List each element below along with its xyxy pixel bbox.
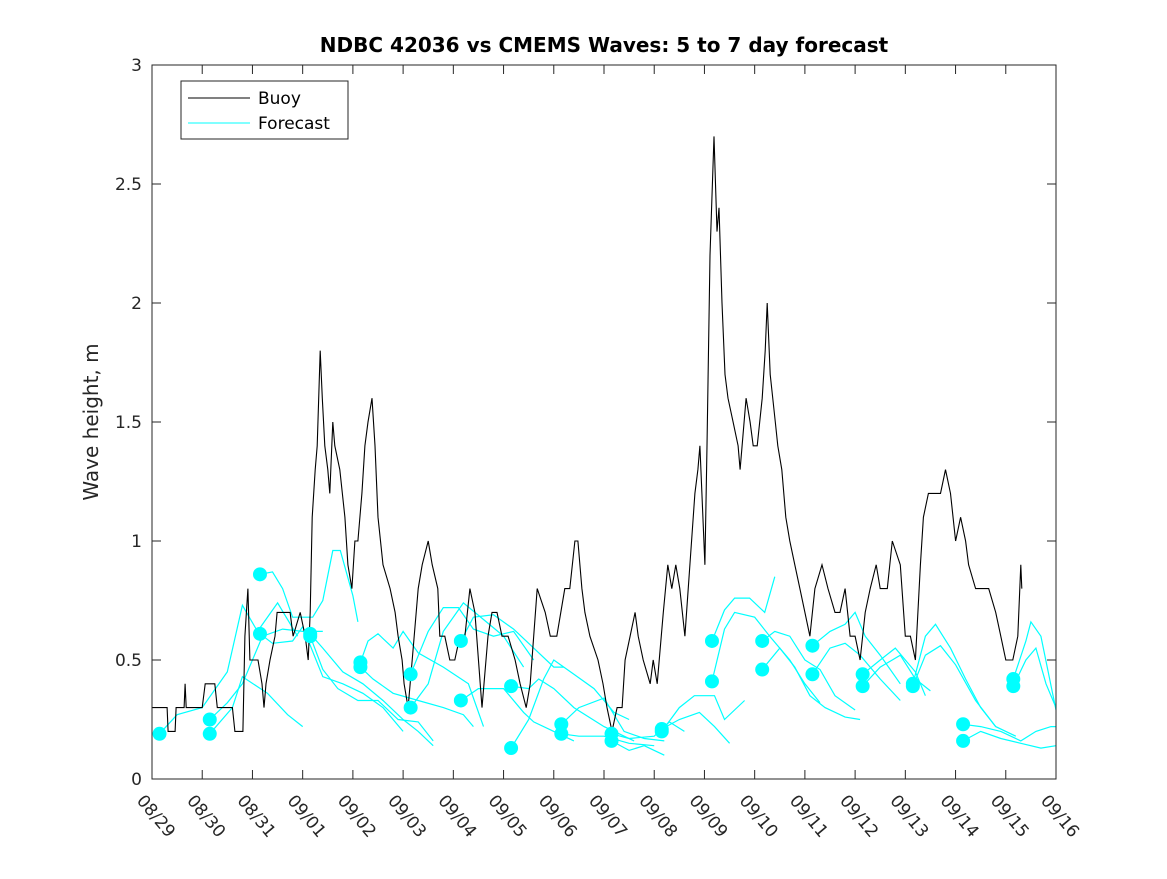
forecast-start-marker-25: [805, 638, 820, 653]
forecast-line-5: [309, 633, 434, 747]
forecast-start-marker-21: [704, 633, 719, 648]
y-tick-label: 1: [131, 532, 142, 552]
buoy-line: [152, 136, 1023, 732]
forecast-line-17: [611, 721, 685, 740]
forecast-line-34: [1012, 646, 1057, 708]
forecast-line-33: [1012, 620, 1057, 711]
x-tick-label: 09/03: [383, 791, 430, 841]
forecast-start-marker-12: [453, 693, 468, 708]
y-axis-label: Wave height, m: [79, 343, 103, 500]
legend: Buoy Forecast: [180, 80, 349, 140]
forecast-start-marker-31: [956, 717, 971, 732]
forecast-line-32: [962, 730, 1057, 749]
y-tick-label: 1.5: [115, 413, 142, 433]
forecast-start-marker-24: [755, 662, 770, 677]
forecast-start-marker-22: [704, 674, 719, 689]
forecast-start-marker-30: [905, 679, 920, 694]
forecast-line-7: [359, 630, 485, 727]
y-tick-label: 2: [131, 294, 142, 314]
y-tick-label: 0.5: [115, 651, 142, 671]
forecast-start-marker-11: [453, 633, 468, 648]
x-tick-label: 09/02: [333, 791, 380, 841]
forecast-line-9: [410, 606, 535, 675]
forecast-line-26: [811, 642, 901, 701]
x-tick-label: 09/07: [584, 791, 631, 841]
legend-buoy-label: Buoy: [258, 89, 301, 109]
x-tick-label: 09/01: [283, 791, 330, 841]
forecast-line-11: [460, 614, 564, 668]
forecast-start-marker-32: [956, 733, 971, 748]
x-tick-label: 09/04: [434, 791, 481, 841]
x-tick-label: 09/08: [634, 791, 681, 841]
forecast-line-23: [761, 630, 856, 711]
x-tick-label: 09/09: [685, 791, 732, 841]
forecast-line-16: [561, 733, 655, 747]
x-tick-label: 09/13: [886, 791, 933, 841]
forecast-line-30: [912, 644, 1017, 737]
x-tick-label: 08/31: [233, 791, 280, 841]
forecast-line-28: [862, 654, 931, 692]
x-tick-label: 09/05: [484, 791, 531, 841]
forecast-line-13: [511, 678, 635, 742]
forecast-line-21: [711, 576, 776, 642]
forecast-start-marker-1: [202, 712, 217, 727]
forecast-line-8: [359, 666, 474, 727]
forecast-line-15: [560, 697, 665, 742]
legend-box: [180, 80, 349, 140]
x-tick-label: 09/06: [534, 791, 581, 841]
forecast-line-18: [611, 740, 665, 756]
y-tick-label: 2.5: [115, 175, 142, 195]
forecast-start-marker-23: [755, 633, 770, 648]
forecast-line-0: [159, 601, 299, 735]
x-tick-label: 08/30: [182, 791, 229, 841]
axes-box: [151, 64, 1057, 780]
forecast-start-marker-0: [152, 726, 167, 741]
plot-area: [152, 136, 1057, 756]
forecast-line-2: [209, 675, 304, 735]
forecast-start-marker-10: [403, 700, 418, 715]
forecast-line-3: [259, 549, 359, 623]
forecast-start-marker-34: [1006, 679, 1021, 694]
forecast-start-marker-6: [303, 629, 318, 644]
forecast-line-31: [963, 723, 1056, 742]
forecast-line-22: [711, 611, 821, 704]
y-tick-label: 0: [131, 770, 142, 790]
forecast-line-6: [309, 635, 434, 742]
forecast-line-20: [661, 695, 746, 732]
forecast-line-27: [862, 647, 926, 696]
forecast-start-marker-9: [403, 667, 418, 682]
x-tick-label: 08/29: [132, 791, 179, 841]
x-tick-label: 09/11: [785, 791, 832, 841]
y-tick-label: 3: [131, 56, 142, 76]
forecast-start-marker-16: [554, 726, 569, 741]
forecast-start-marker-27: [855, 667, 870, 682]
x-tick-label: 09/16: [1036, 791, 1083, 841]
forecast-start-marker-13: [504, 679, 519, 694]
forecast-start-marker-26: [805, 667, 820, 682]
forecast-start-marker-28: [855, 679, 870, 694]
forecast-start-marker-14: [504, 741, 519, 756]
forecast-start-marker-4: [252, 626, 267, 641]
forecast-start-marker-8: [353, 660, 368, 675]
x-tick-label: 09/10: [735, 791, 782, 841]
forecast-start-marker-2: [202, 726, 217, 741]
x-tick-label: 09/12: [835, 791, 882, 841]
forecast-start-marker-3: [252, 567, 267, 582]
forecast-line-19: [661, 711, 731, 744]
x-tick-label: 09/14: [936, 791, 983, 841]
forecast-line-25: [812, 611, 901, 685]
legend-forecast-label: Forecast: [258, 114, 330, 134]
forecast-line-4: [259, 625, 404, 732]
chart-title: NDBC 42036 vs CMEMS Waves: 5 to 7 day fo…: [320, 33, 889, 57]
forecast-line-12: [460, 687, 575, 742]
forecast-start-marker-20: [654, 724, 669, 739]
forecast-start-marker-18: [604, 733, 619, 748]
x-tick-label: 09/15: [986, 791, 1033, 841]
forecast-line-24: [761, 647, 861, 721]
